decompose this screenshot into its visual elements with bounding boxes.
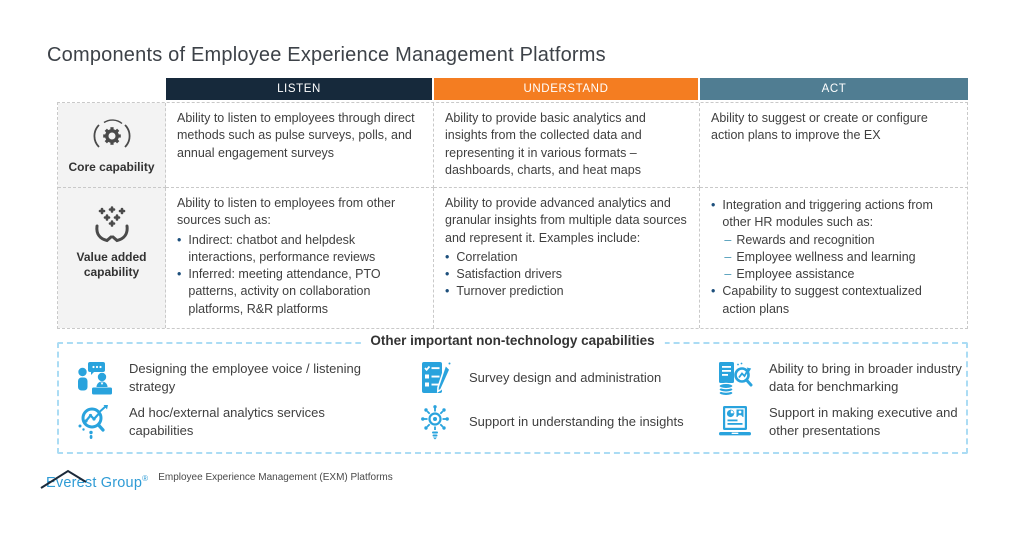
bullet-text: Capability to suggest contextualized act… bbox=[722, 284, 922, 316]
sub-bullet-text: Rewards and recognition bbox=[736, 232, 875, 247]
employee-voice-icon bbox=[75, 360, 115, 396]
footer-caption: Employee Experience Management (EXM) Pla… bbox=[158, 472, 393, 484]
table-row-core-capability: Core capability Ability to listen to emp… bbox=[58, 103, 968, 188]
other-item-text: Ad hoc/external analytics services capab… bbox=[129, 405, 325, 438]
column-header-understand: UNDERSTAND bbox=[434, 78, 700, 100]
row-label-text: Value added capability bbox=[76, 250, 147, 279]
mountain-peak-icon bbox=[40, 469, 87, 489]
other-item-text: Designing the employee voice / listening… bbox=[129, 361, 361, 394]
sub-bullet-item: – Rewards and recognition bbox=[724, 232, 958, 249]
bullet-list: • Correlation • Satisfaction drivers • Turnov… bbox=[445, 249, 689, 301]
sub-bullet-dash: – bbox=[724, 267, 732, 281]
other-item-text: Survey design and administration bbox=[469, 370, 662, 386]
bullet-item: • Satisfaction drivers bbox=[445, 266, 689, 283]
bullet-dot: • bbox=[177, 232, 182, 247]
bullet-text: Indirect: chatbot and helpdesk interacti… bbox=[188, 232, 376, 264]
list-item: Ability to bring in broader industry dat… bbox=[715, 360, 975, 396]
sub-bullet-item: – Employee wellness and learning bbox=[724, 249, 958, 266]
bullet-list: • Indirect: chatbot and helpdesk interact… bbox=[177, 232, 423, 318]
other-item-text: Ability to bring in broader industry dat… bbox=[769, 361, 962, 394]
bullet-text: Turnover prediction bbox=[456, 284, 564, 299]
page-title: Components of Employee Experience Manage… bbox=[47, 44, 606, 66]
footer: Everest Group® Employee Experience Manag… bbox=[40, 466, 393, 491]
table-body: Core capability Ability to listen to emp… bbox=[57, 102, 968, 329]
capability-table: LISTEN UNDERSTAND ACT bbox=[57, 78, 968, 329]
cell-text: Ability to suggest or create or configur… bbox=[711, 111, 928, 143]
bullet-dot: • bbox=[711, 198, 716, 212]
cell-value-understand: Ability to provide advanced analytics an… bbox=[434, 188, 700, 328]
hands-plus-icon bbox=[91, 204, 133, 246]
table-header-row: LISTEN UNDERSTAND ACT bbox=[57, 78, 968, 100]
adhoc-analytics-icon bbox=[75, 404, 115, 440]
bullet-item: • Integration and triggering actions from… bbox=[711, 197, 958, 283]
other-capabilities-section: Other important non-technology capabilit… bbox=[57, 333, 968, 454]
list-item: Ad hoc/external analytics services capab… bbox=[75, 404, 415, 440]
bullet-text: Satisfaction drivers bbox=[456, 267, 562, 281]
cell-text: Ability to listen to employees through d… bbox=[177, 111, 415, 160]
row-label-value-added: Value added capability bbox=[58, 188, 166, 328]
bullet-text: Inferred: meeting attendance, PTO patter… bbox=[188, 267, 381, 316]
cell-value-listen: Ability to listen to employees from othe… bbox=[166, 188, 434, 328]
gear-circle-icon bbox=[91, 116, 133, 156]
bullet-text: Integration and triggering actions from … bbox=[722, 197, 958, 283]
cell-value-act: • Integration and triggering actions from… bbox=[700, 188, 968, 328]
column-header-listen: LISTEN bbox=[166, 78, 434, 100]
cell-core-listen: Ability to listen to employees through d… bbox=[166, 103, 434, 188]
cell-text: Ability to provide basic analytics and i… bbox=[445, 111, 646, 177]
bullet-item: • Correlation bbox=[445, 249, 689, 266]
industry-data-icon bbox=[715, 360, 755, 396]
bullet-item: • Indirect: chatbot and helpdesk interact… bbox=[177, 232, 423, 267]
list-item: Survey design and administration bbox=[415, 360, 715, 396]
bullet-dot: • bbox=[711, 284, 716, 299]
other-section-title: Other important non-technology capabilit… bbox=[360, 333, 665, 348]
bullet-dot: • bbox=[445, 267, 450, 281]
sub-bullet-text: Employee assistance bbox=[736, 267, 855, 281]
sub-bullet-dash: – bbox=[724, 232, 732, 247]
survey-design-icon bbox=[415, 360, 455, 396]
bullet-text: Correlation bbox=[456, 249, 518, 264]
presentation-icon bbox=[715, 404, 755, 440]
sub-bullet-dash: – bbox=[724, 249, 732, 264]
table-row-value-added-capability: Value added capability Ability to listen… bbox=[58, 188, 967, 328]
bullet-dot: • bbox=[445, 249, 450, 264]
logo-text: Everest Group® bbox=[46, 474, 149, 491]
column-header-act: ACT bbox=[700, 78, 968, 100]
other-item-text: Support in understanding the insights bbox=[469, 414, 684, 430]
bullet-item: • Turnover prediction bbox=[445, 283, 689, 300]
bullet-item: • Inferred: meeting attendance, PTO patte… bbox=[177, 266, 423, 318]
cell-core-understand: Ability to provide basic analytics and i… bbox=[434, 103, 700, 188]
cell-text: Ability to listen to employees from othe… bbox=[177, 196, 396, 228]
registered-mark: ® bbox=[142, 474, 149, 483]
list-item: Support in understanding the insights bbox=[415, 404, 715, 440]
row-label-text: Core capability bbox=[68, 159, 155, 174]
everest-group-logo: Everest Group® bbox=[40, 466, 149, 491]
sub-bullet-text: Employee wellness and learning bbox=[736, 249, 916, 264]
row-label-core: Core capability bbox=[58, 103, 166, 188]
bullet-dot: • bbox=[177, 267, 182, 281]
bullet-list: • Integration and triggering actions from… bbox=[711, 197, 958, 318]
list-item: Designing the employee voice / listening… bbox=[75, 360, 415, 396]
list-item: Support in making executive and other pr… bbox=[715, 404, 975, 440]
cell-text: Ability to provide advanced analytics an… bbox=[445, 196, 687, 245]
cell-core-act: Ability to suggest or create or configur… bbox=[700, 103, 968, 188]
insights-icon bbox=[415, 404, 455, 440]
sub-bullet-item: – Employee assistance bbox=[724, 266, 958, 283]
header-spacer bbox=[57, 78, 166, 100]
bullet-dot: • bbox=[445, 284, 450, 299]
bullet-item: • Capability to suggest contextualized ac… bbox=[711, 283, 958, 318]
other-item-text: Support in making executive and other pr… bbox=[769, 405, 958, 438]
